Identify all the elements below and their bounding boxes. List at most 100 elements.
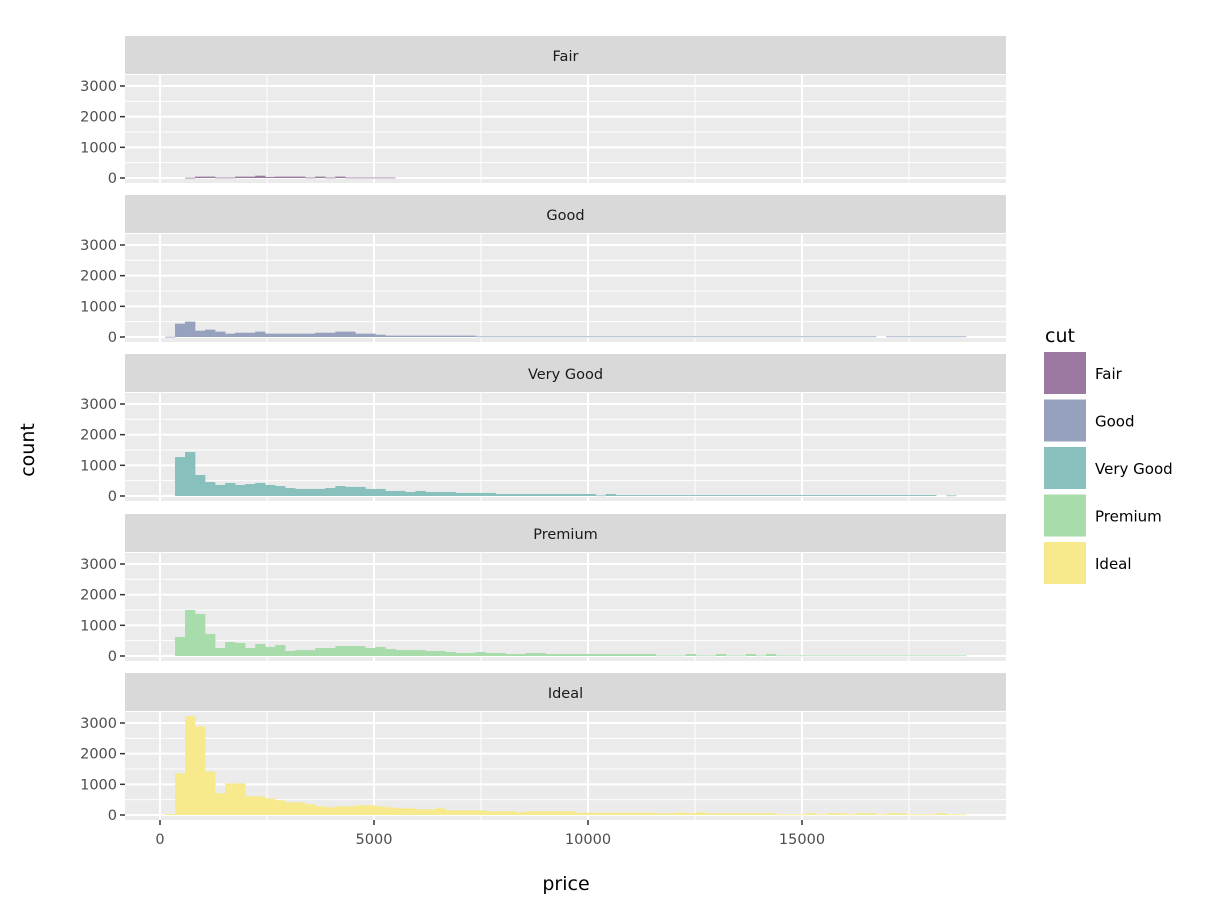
facet-panel: Ideal 0 1000 2000 3000 0 5000 10000 15000 [80,673,1006,848]
histogram-bar [765,495,777,496]
histogram-bar [675,495,687,496]
histogram-bar [755,495,767,496]
histogram-bar [725,813,737,815]
histogram-bar [906,655,917,657]
histogram-bar [175,457,186,496]
facet-strip-label: Ideal [548,686,583,702]
histogram-bar [445,492,456,496]
histogram-bar [395,808,406,815]
histogram-bar [695,336,707,338]
histogram-bar [245,796,256,815]
panel-background [125,234,1006,342]
histogram-bar [375,488,386,496]
histogram-bar [495,652,506,656]
histogram-bar [826,655,837,657]
histogram-bar [315,648,326,656]
y-tick-label: 0 [108,489,117,505]
histogram-bar [325,807,336,815]
y-tick-label: 1000 [80,777,117,793]
histogram-bar [465,335,476,337]
histogram-bar [545,811,556,815]
histogram-bar [515,336,526,338]
y-tick-label: 3000 [80,79,117,95]
histogram-bar [385,335,396,337]
facet-strip-label: Premium [533,527,598,543]
histogram-bar [645,336,657,338]
histogram-bar [745,813,757,815]
histogram-bar [365,805,376,815]
histogram-bar [836,813,847,815]
histogram-bar [405,492,416,496]
histogram-bar [815,336,827,338]
panel-background [125,75,1006,183]
histogram-bar [435,335,446,337]
histogram-bar [215,331,226,337]
histogram-bar [525,336,536,338]
histogram-bar [475,810,486,815]
histogram-bar [926,814,937,816]
histogram-bar [455,652,466,656]
histogram-bar [735,495,747,496]
histogram-bar [415,490,426,496]
histogram-bar [705,813,717,815]
facet-strip [125,354,1006,392]
histogram-bar [916,495,927,496]
histogram-bar [956,814,967,816]
histogram-bar [165,814,176,815]
histogram-bar [665,495,677,496]
histogram-bar [725,336,737,338]
legend-swatch [1044,494,1086,537]
histogram-bar [755,336,767,338]
histogram-bar [255,482,266,496]
facet-panel: Premium 0 1000 2000 3000 [80,514,1006,665]
histogram-bar [735,655,747,657]
histogram-bar [315,488,326,496]
histogram-bar [545,336,556,338]
histogram-bar [495,811,506,815]
histogram-bar [605,336,616,338]
histogram-bar [365,648,376,656]
histogram-bar [525,652,536,656]
histogram-bar [185,321,196,337]
histogram-bar [545,654,556,656]
histogram-bar [575,812,586,815]
histogram-bar [235,484,246,496]
histogram-bar [275,176,286,178]
histogram-bar [715,654,727,656]
histogram-bar [195,613,206,656]
histogram-bar [275,800,286,815]
histogram-bar [225,642,236,656]
histogram-bar [856,813,867,815]
legend-swatch [1044,352,1086,394]
histogram-bar [555,654,566,656]
histogram-bar [615,495,627,496]
y-tick-label: 3000 [80,557,117,573]
facet-strip [125,673,1006,711]
histogram-bar [765,654,777,656]
histogram-bar [795,336,807,338]
histogram-bar [906,814,917,816]
histogram-bar [295,802,306,815]
x-tick-label: 15000 [779,832,825,848]
histogram-bar [695,495,707,496]
histogram-bar [265,176,276,178]
histogram-bar [725,655,737,657]
histogram-bar [185,609,196,656]
histogram-bar [715,336,727,338]
histogram-bar [245,176,256,178]
histogram-bar [595,812,606,815]
y-tick-label: 0 [108,808,117,824]
histogram-bar [715,495,727,496]
histogram-bar [585,812,596,815]
histogram-bar [245,332,256,337]
histogram-bar [255,175,266,178]
histogram-bar [846,495,857,496]
histogram-bar [285,802,296,815]
histogram-bar [916,655,927,657]
histogram-bar [856,495,867,496]
facet-strip-label: Good [546,208,584,224]
histogram-bar [775,495,787,496]
histogram-bar [926,495,937,496]
histogram-bar [345,331,356,337]
